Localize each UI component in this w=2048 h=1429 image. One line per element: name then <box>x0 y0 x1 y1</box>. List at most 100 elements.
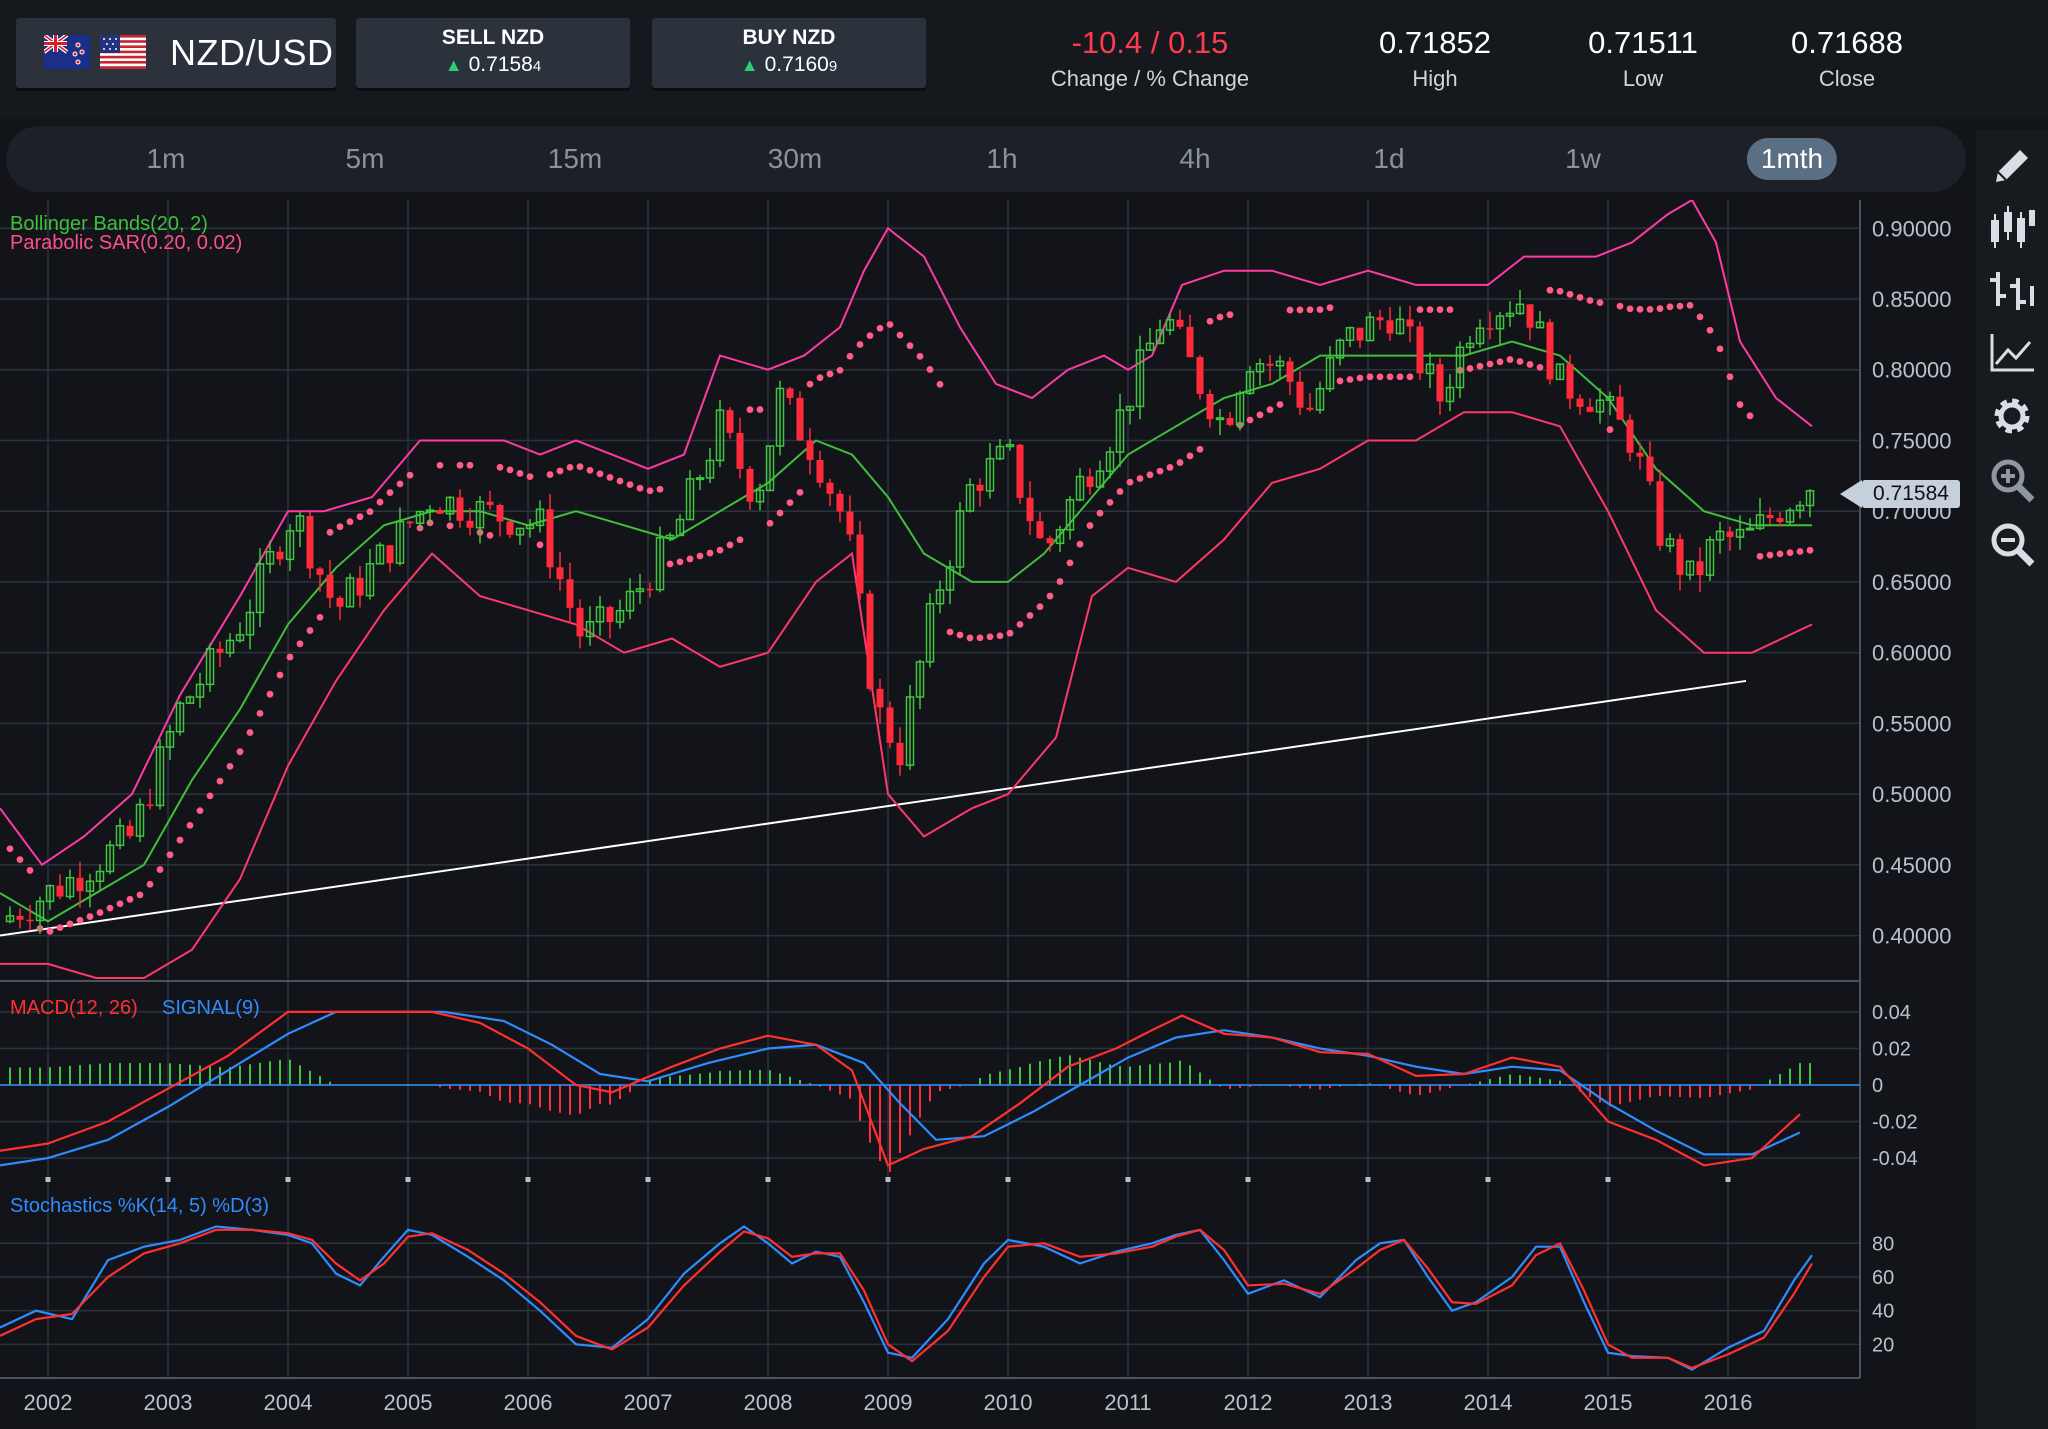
candle-body-up <box>925 602 935 663</box>
sar-dot <box>1756 552 1764 560</box>
timeframe-4h[interactable]: 4h <box>1179 143 1211 174</box>
timeframe-1d[interactable]: 1d <box>1373 143 1405 174</box>
buy-button[interactable]: BUY NZD ▲ 0.71609 <box>652 18 926 88</box>
sar-dot <box>1306 306 1314 314</box>
candle-body-down <box>1026 497 1034 522</box>
candle-body-down <box>1416 326 1424 374</box>
candle-body-up <box>95 870 105 883</box>
candle-body-down <box>576 607 584 637</box>
candle-body-up <box>1115 409 1125 453</box>
candle-body-down <box>456 497 464 521</box>
macd-axis-marker <box>285 1177 291 1182</box>
sell-button[interactable]: SELL NZD ▲ 0.71584 <box>356 18 630 88</box>
candle-body-up <box>1245 370 1255 395</box>
candle-body-down <box>76 877 84 892</box>
candlestick-icon[interactable] <box>1986 202 2038 254</box>
candle-body-up <box>1665 538 1675 547</box>
zoom-out-icon[interactable] <box>1986 518 2038 570</box>
sar-dot <box>286 653 294 661</box>
candle-body-up <box>1455 346 1465 389</box>
sar-dot <box>96 909 104 916</box>
zoom-in-icon[interactable] <box>1986 454 2038 506</box>
sar-dot <box>256 709 264 717</box>
line-chart-icon[interactable] <box>1986 326 2038 378</box>
sar-dot <box>1116 488 1124 495</box>
sar-dot <box>1636 305 1644 313</box>
price-tick-label: 0.80000 <box>1872 358 1952 383</box>
buy-price: ▲ 0.71609 <box>740 53 838 76</box>
candle-body-up <box>905 696 915 766</box>
sar-dot <box>496 463 504 471</box>
macd-tick-label: 0.02 <box>1872 1038 1911 1060</box>
sar-dot <box>1176 459 1184 466</box>
high-label: High <box>1412 66 1458 91</box>
timeframe-5m[interactable]: 5m <box>345 143 385 174</box>
timeframe-15m[interactable]: 15m <box>547 143 603 174</box>
sar-dot <box>1226 311 1234 319</box>
sar-dot <box>246 729 254 736</box>
candle-body-down <box>1016 444 1024 498</box>
sar-dot <box>716 546 724 554</box>
candle-body-down <box>1286 361 1294 382</box>
sar-dot <box>936 380 944 388</box>
candle-body-down <box>1566 364 1574 399</box>
quote-header: NZD/USD SELL NZD ▲ 0.71584 BUY NZD ▲ 0.716… <box>0 0 2048 118</box>
candle-body-down <box>1376 317 1384 321</box>
candle-body-up <box>255 563 265 614</box>
candle-body-down <box>1226 417 1234 425</box>
candle-body-up <box>445 496 455 515</box>
sar-dot <box>356 513 364 521</box>
macd-axis-marker <box>1245 1177 1251 1182</box>
sar-dot <box>1106 498 1114 506</box>
settings-gear-icon[interactable] <box>1986 390 2038 442</box>
stoch-tick-label: 60 <box>1872 1267 1894 1289</box>
candle-body-down <box>56 885 64 897</box>
year-tick-label: 2009 <box>864 1390 913 1415</box>
macd-legend: MACD(12, 26) <box>10 997 138 1019</box>
macd-tick-label: 0 <box>1872 1075 1883 1097</box>
sar-dot <box>1576 294 1584 301</box>
sar-dot <box>1546 286 1554 294</box>
candle-body-up <box>195 683 205 698</box>
macd-axis-marker <box>405 1177 411 1182</box>
year-tick-label: 2007 <box>624 1390 673 1415</box>
macd-tick-label: -0.04 <box>1872 1148 1918 1170</box>
candle-body-up <box>1735 528 1745 538</box>
candle-body-up <box>475 500 485 529</box>
candle-body-up <box>595 606 605 623</box>
candle-body-down <box>786 388 794 398</box>
sar-dot <box>606 474 614 481</box>
timeframe-30m[interactable]: 30m <box>767 143 823 174</box>
candle-body-up <box>585 620 595 638</box>
candle-body-down <box>1576 398 1584 407</box>
candle-body-up <box>955 510 965 568</box>
close-stat: 0.71688 Close <box>1782 24 1912 92</box>
candle-body-up <box>685 478 695 521</box>
timeframe-1m[interactable]: 1m <box>146 143 186 174</box>
currency-pair-selector[interactable]: NZD/USD <box>16 18 336 88</box>
sar-dot <box>1506 356 1514 363</box>
candle-body-down <box>1046 538 1054 544</box>
ohlc-bars-icon[interactable] <box>1986 264 2038 316</box>
timeframe-1mth[interactable]: 1mth <box>1746 138 1838 180</box>
pencil-icon[interactable] <box>1986 140 2038 192</box>
candle-body-up <box>1345 326 1355 342</box>
candle-body-down <box>1636 452 1644 457</box>
low-value: 0.71511 <box>1588 25 1698 60</box>
sar-dot <box>1066 559 1074 567</box>
timeframe-1w[interactable]: 1w <box>1565 143 1601 174</box>
candle-body-down <box>326 574 334 598</box>
candle-body-up <box>285 530 295 561</box>
candle-body-up <box>945 566 955 591</box>
candle-body-down <box>856 534 864 594</box>
candle-body-up <box>65 877 75 898</box>
price-chart[interactable]: 0.900000.850000.800000.750000.700000.650… <box>0 200 1976 1429</box>
candle-body-up <box>1495 315 1505 330</box>
sar-dot <box>1286 306 1294 314</box>
candle-body-down <box>1356 327 1364 341</box>
candle-body-up <box>705 459 715 479</box>
stoch-tick-label: 20 <box>1872 1334 1894 1356</box>
timeframe-1h[interactable]: 1h <box>986 143 1018 174</box>
candle-body-down <box>276 551 284 560</box>
sar-dot <box>1186 452 1194 460</box>
